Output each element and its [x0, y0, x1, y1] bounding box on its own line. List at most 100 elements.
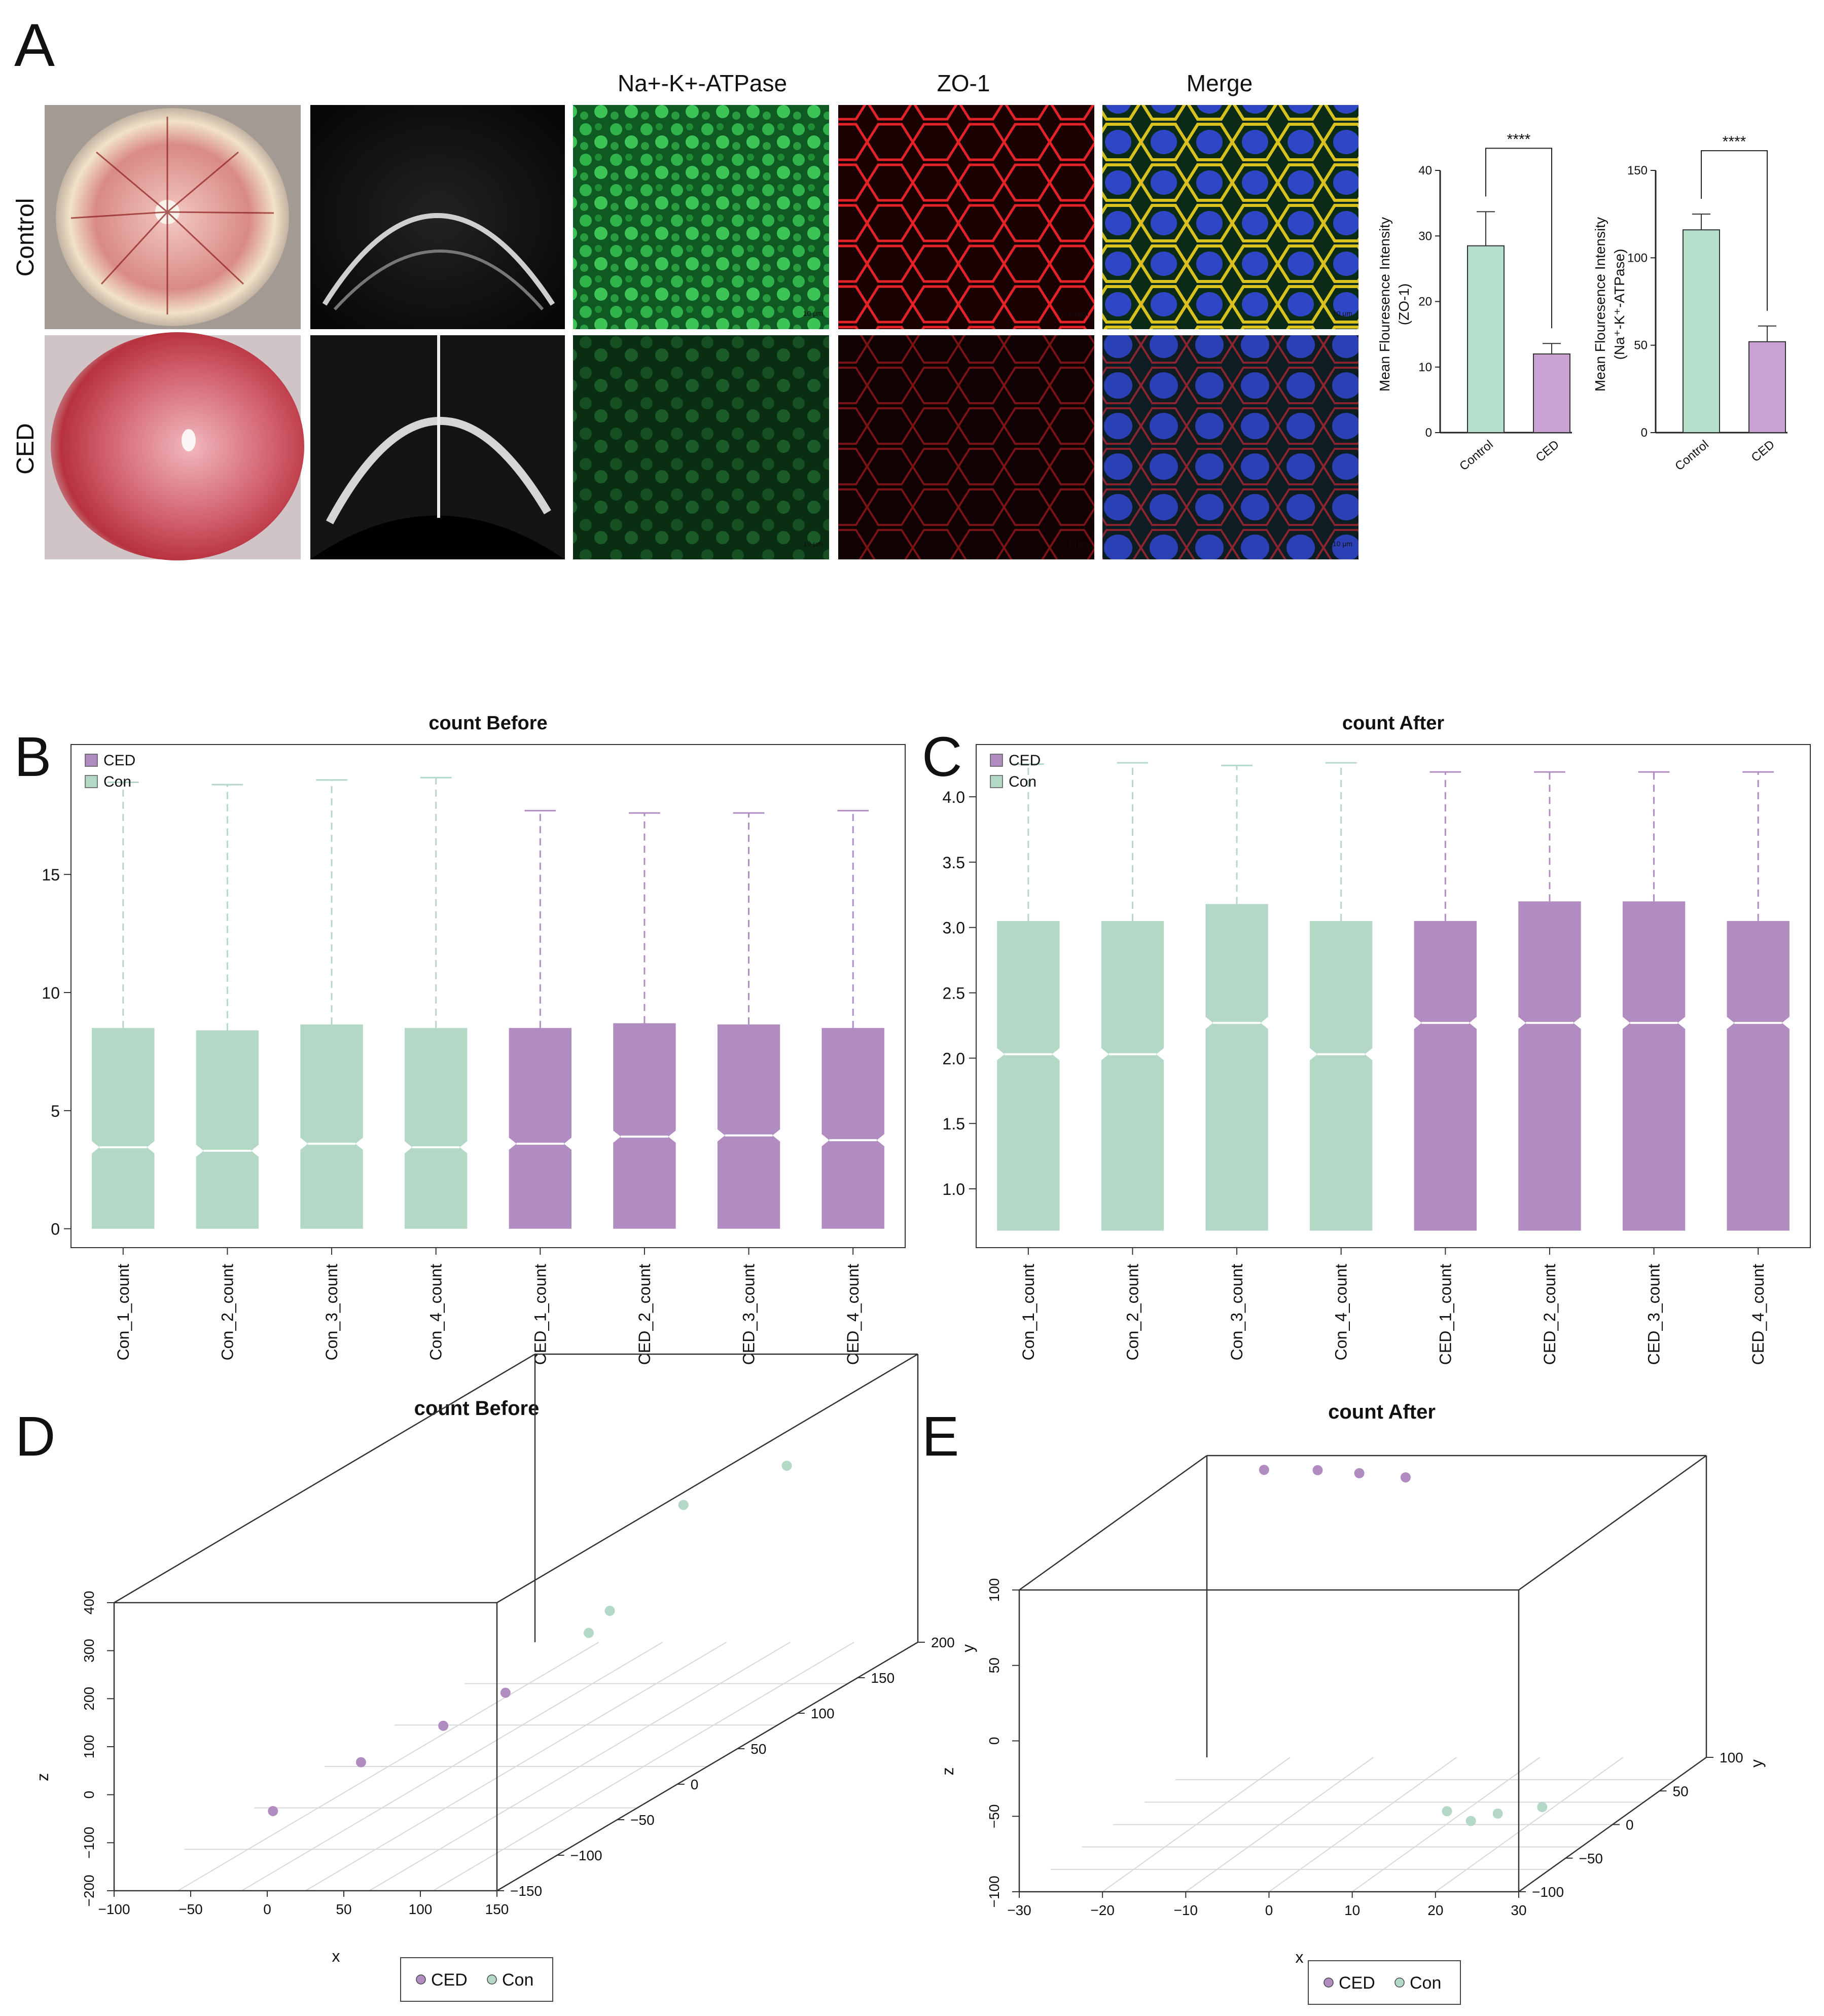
bar: [1748, 341, 1786, 433]
image-zo1-ced: 10 μm: [838, 335, 1094, 559]
y-tick-label: 15: [42, 866, 60, 884]
y-tick-label: 50: [1634, 339, 1648, 352]
box: [717, 1024, 780, 1229]
chart-title: count Before: [414, 1397, 540, 1420]
image-oct-ced: [310, 335, 565, 559]
x-tick-label: Con_2_count: [1123, 1264, 1141, 1360]
box: [1727, 921, 1790, 1231]
x-tick-label: Con_3_count: [323, 1264, 341, 1360]
y-tick-label: 40: [1418, 164, 1432, 178]
x-tick-label: 20: [1427, 1902, 1443, 1918]
legend-swatch: [990, 754, 1003, 767]
box-edge: [496, 1641, 918, 1892]
legend-label: CED: [1339, 1973, 1375, 1993]
legend-swatch: [85, 775, 98, 788]
box: [1310, 921, 1373, 1231]
bar-chart-atpase: Mean Flouresence Intensity (Na⁺-K⁺-ATPas…: [1592, 133, 1787, 473]
data-point: [355, 1757, 366, 1767]
legend: CED Con: [400, 1957, 553, 2002]
data-point: [678, 1500, 689, 1510]
box: [821, 1028, 884, 1229]
y-tick-label: −150: [510, 1883, 542, 1899]
data-point: [1537, 1802, 1548, 1812]
x-tick-label: Con_4_count: [427, 1264, 445, 1360]
box: [300, 1024, 363, 1229]
x-tick-label: CED: [1533, 438, 1562, 465]
chart-title: count Before: [428, 713, 547, 734]
y-tick-label: 0: [51, 1220, 60, 1239]
scale-bar-label: 10 μm: [1068, 540, 1088, 548]
legend-label: Con: [502, 1970, 533, 1990]
legend-marker: [1394, 1977, 1405, 1988]
channel-label-zo1: ZO-1: [937, 70, 990, 96]
box: [1414, 921, 1477, 1231]
panel-d-letter: D: [15, 1405, 55, 1468]
x-tick-label: 10: [1344, 1902, 1360, 1918]
z-tick-label: 0: [986, 1737, 1002, 1745]
box: [509, 1028, 571, 1229]
z-tick-label: −50: [986, 1805, 1002, 1829]
legend-label: CED: [103, 752, 135, 769]
z-tick-label: 0: [81, 1791, 97, 1799]
bar-chart-ylabel-sub: (Na⁺-K⁺-ATPase): [1612, 249, 1627, 360]
y-tick-label: 150: [871, 1670, 895, 1686]
x-tick-label: Con_4_count: [1332, 1264, 1350, 1360]
x-axis-label: x: [332, 1947, 340, 1965]
y-axis-label: y: [1747, 1759, 1766, 1767]
box-edge: [1019, 1455, 1207, 1591]
box: [1101, 921, 1164, 1231]
x-tick-label: CED_3_count: [1645, 1264, 1663, 1365]
x-tick-label: −10: [1174, 1902, 1198, 1918]
y-tick-label: 2.5: [943, 984, 965, 1003]
legend-marker: [487, 1974, 497, 1985]
legend-label: Con: [1410, 1973, 1441, 1993]
y-tick-label: 5: [51, 1102, 60, 1120]
x-axis-label: x: [1296, 1948, 1304, 1966]
image-atpase-control: 10 μm: [573, 105, 829, 329]
data-point: [1354, 1468, 1365, 1478]
box: [405, 1028, 468, 1229]
x-tick-label: CED_4_count: [1749, 1264, 1767, 1365]
x-tick-label: −20: [1090, 1902, 1115, 1918]
bar: [1683, 229, 1720, 433]
x-tick-label: 30: [1511, 1902, 1526, 1918]
y-tick-label: 0: [1626, 1817, 1634, 1833]
box: [613, 1023, 676, 1229]
scatter3d-before: count Before −100 −50 0 50 100 150 x −150 −100 −50…: [33, 1353, 977, 2002]
y-tick-label: 3.0: [943, 919, 965, 937]
data-point: [781, 1460, 792, 1471]
x-tick-label: Control: [1672, 438, 1711, 473]
y-tick-label: 0: [691, 1777, 699, 1792]
box: [196, 1030, 259, 1229]
plot-frame: [976, 744, 1811, 1248]
y-tick-label: 200: [931, 1635, 955, 1650]
x-tick-label: Con_1_count: [1019, 1264, 1038, 1360]
scale-bar-label: 10 μm: [1333, 309, 1352, 317]
y-tick-label: 2.0: [943, 1049, 965, 1068]
data-point: [1400, 1472, 1411, 1482]
y-tick-label: −100: [1532, 1884, 1564, 1900]
x-tick-label: −100: [98, 1901, 130, 1917]
legend-frame: [400, 1957, 553, 2002]
z-tick-label: 100: [986, 1578, 1002, 1602]
y-tick-label: 100: [811, 1706, 835, 1721]
y-tick-label: 0: [1425, 426, 1432, 440]
legend-marker: [1324, 1977, 1334, 1988]
y-tick-label: 50: [1673, 1783, 1689, 1799]
data-point: [1259, 1465, 1269, 1475]
y-tick-label: 100: [1720, 1750, 1743, 1765]
y-tick-label: 20: [1418, 295, 1432, 309]
x-tick-label: CED_1_count: [1436, 1264, 1454, 1365]
image-zo1-control: 10 μm: [838, 105, 1094, 329]
y-tick-label: 1.5: [943, 1115, 965, 1133]
panel-a-letter: A: [14, 11, 55, 79]
x-tick-label: CED_3_count: [740, 1264, 758, 1365]
chart-title: count After: [1342, 713, 1444, 734]
box-edge: [496, 1353, 918, 1604]
box: [997, 921, 1060, 1231]
panel-e-letter: E: [922, 1405, 959, 1468]
z-axis-label: z: [33, 1773, 52, 1781]
bar: [1467, 245, 1505, 433]
y-tick-label: −50: [630, 1812, 655, 1828]
significance-label: ****: [1723, 133, 1746, 150]
